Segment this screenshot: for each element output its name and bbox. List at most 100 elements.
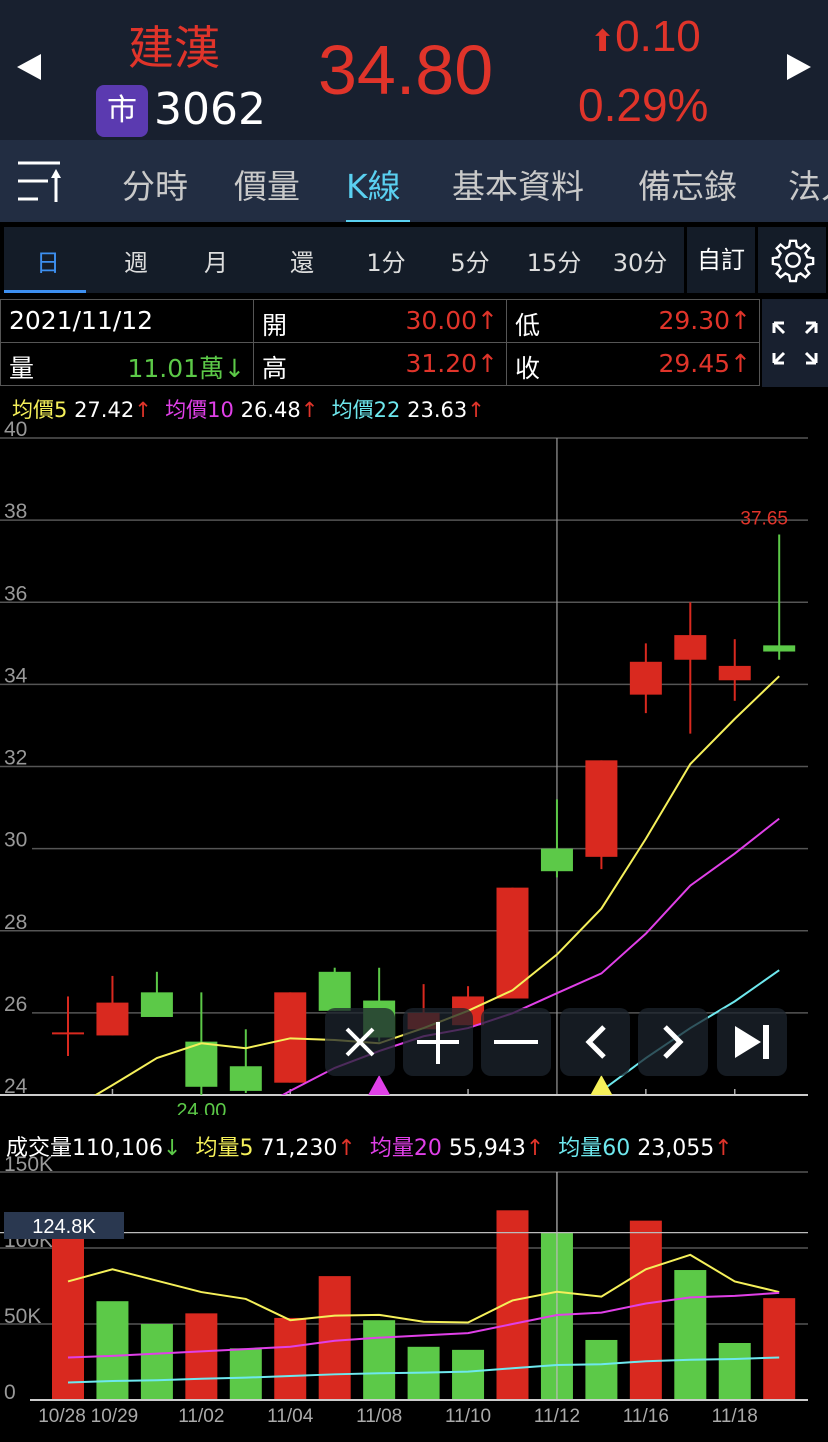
volume-bar	[140, 1324, 173, 1400]
y-tick-label: 34	[4, 664, 28, 687]
tab-memo[interactable]: 備忘錄	[638, 167, 737, 206]
zoom-out-button[interactable]	[481, 1008, 551, 1076]
candles	[52, 534, 796, 1095]
y-tick-label: 36	[4, 582, 27, 605]
avg5-line	[67, 1253, 780, 1324]
prev-icon	[585, 1025, 606, 1059]
skip-end-icon	[735, 1025, 769, 1059]
y-tick-label: 40	[4, 418, 27, 441]
prev-stock-arrow-icon[interactable]	[17, 54, 41, 80]
zoom-out-icon	[494, 1040, 538, 1044]
signal-marker	[590, 1075, 613, 1095]
period-1min[interactable]: 1分	[366, 249, 406, 277]
tab-price-volume[interactable]: 價量	[234, 167, 300, 206]
period-day[interactable]: 日	[36, 249, 60, 277]
candle-body	[318, 971, 351, 1011]
last-price: 34.80	[318, 31, 494, 109]
close-icon	[345, 1027, 375, 1057]
stock-code: 3062	[154, 84, 266, 135]
zoom-in-icon	[417, 1022, 459, 1064]
market-badge: 市	[96, 85, 148, 137]
volume-bar	[718, 1343, 751, 1400]
volume-bar	[452, 1349, 485, 1400]
tab-institutional[interactable]: 法人	[788, 167, 828, 206]
fullscreen-button[interactable]	[762, 299, 828, 387]
x-tick-label: 11/16	[623, 1406, 669, 1427]
x-tick-label: 10/29	[91, 1406, 139, 1427]
up-arrow-icon: ⬆	[590, 25, 616, 58]
volume-cell: 量 11.01萬↓	[0, 342, 254, 386]
period-30min[interactable]: 30分	[612, 249, 668, 277]
close-cell: 收 29.45↑	[506, 342, 760, 386]
avg20-line	[67, 1291, 780, 1359]
volume-bar	[763, 1298, 796, 1400]
y-tick-label: 50K	[4, 1305, 41, 1328]
open-cell: 開 30.00↑	[253, 299, 507, 343]
period-selector: 日 週 月 還 1分 5分 15分 30分	[4, 227, 684, 293]
max-price-label: 37.65	[740, 508, 788, 529]
date-cell: 2021/11/12	[0, 299, 254, 343]
period-week[interactable]: 週	[124, 249, 148, 277]
volume-bar	[229, 1348, 262, 1400]
volume-bar	[363, 1320, 396, 1400]
min-price-label: 24.00	[176, 1100, 226, 1115]
candle-body	[629, 661, 662, 695]
tab-kline[interactable]: K線	[346, 167, 401, 206]
zoom-in-button[interactable]	[403, 1008, 473, 1076]
scroll-right-button[interactable]	[638, 1008, 708, 1076]
volume-bar	[274, 1317, 307, 1400]
tab-intraday[interactable]: 分時	[122, 167, 188, 206]
stock-name: 建漢	[128, 21, 220, 75]
x-tick-label: 11/12	[534, 1406, 580, 1427]
gear-icon	[771, 239, 815, 283]
period-5min[interactable]: 5分	[450, 249, 490, 277]
quote-header: 建漢 市 3062 34.80 ⬆0.10 0.29%	[0, 0, 828, 140]
tab-basic-info[interactable]: 基本資料	[452, 167, 584, 206]
scroll-left-button[interactable]	[560, 1008, 630, 1076]
x-tick-label: 11/02	[178, 1406, 224, 1427]
signal-marker	[368, 1075, 391, 1095]
y-tick-label: 28	[4, 911, 27, 934]
y-tick-label: 26	[4, 993, 27, 1016]
period-month[interactable]: 月	[204, 249, 228, 277]
x-tick-label: 11/04	[267, 1406, 314, 1427]
max-volume-label: 124.8K	[32, 1216, 96, 1238]
period-15min[interactable]: 15分	[526, 249, 582, 277]
volume-bar	[52, 1238, 84, 1400]
candle-body	[763, 645, 796, 652]
active-period-indicator	[4, 290, 86, 293]
custom-period-button[interactable]: 自訂	[687, 227, 755, 293]
high-cell: 高 31.20↑	[253, 342, 507, 386]
low-cell: 低 29.30↑	[506, 299, 760, 343]
y-tick-label: 150K	[4, 1153, 53, 1176]
main-tabs: 分時 價量 K線 基本資料 備忘錄 法人	[0, 140, 828, 222]
volume-bar	[185, 1313, 218, 1400]
menu-sort-icon[interactable]	[16, 160, 64, 202]
candle-body	[496, 887, 529, 999]
period-adjusted[interactable]: 還	[290, 249, 314, 277]
y-tick-label: 0	[4, 1381, 16, 1404]
candle-body	[229, 1066, 262, 1091]
y-tick-label: 30	[4, 829, 27, 852]
x-tick-label: 10/28	[38, 1406, 86, 1427]
candlestick-chart[interactable]: 40 38 36 34 32 30 28 26 24 37.65 24.00	[0, 415, 828, 1115]
active-tab-indicator	[346, 220, 410, 222]
next-stock-arrow-icon[interactable]	[787, 54, 811, 80]
settings-button[interactable]	[758, 227, 826, 293]
candle-body	[540, 848, 573, 872]
y-tick-label: 32	[4, 747, 27, 770]
x-tick-label: 11/10	[445, 1406, 491, 1427]
expand-icon	[772, 321, 818, 365]
volume-bar	[96, 1301, 129, 1400]
jump-latest-button[interactable]	[717, 1008, 787, 1076]
candle-body	[585, 760, 618, 857]
change-percent: 0.29%	[578, 79, 709, 131]
candle-body	[718, 665, 751, 681]
avg60-line	[67, 1356, 780, 1384]
volume-bar	[585, 1339, 618, 1400]
next-icon	[663, 1025, 684, 1059]
price-change: ⬆0.10	[590, 12, 701, 61]
candle-body	[185, 1041, 218, 1087]
close-chart-button[interactable]	[325, 1008, 395, 1076]
